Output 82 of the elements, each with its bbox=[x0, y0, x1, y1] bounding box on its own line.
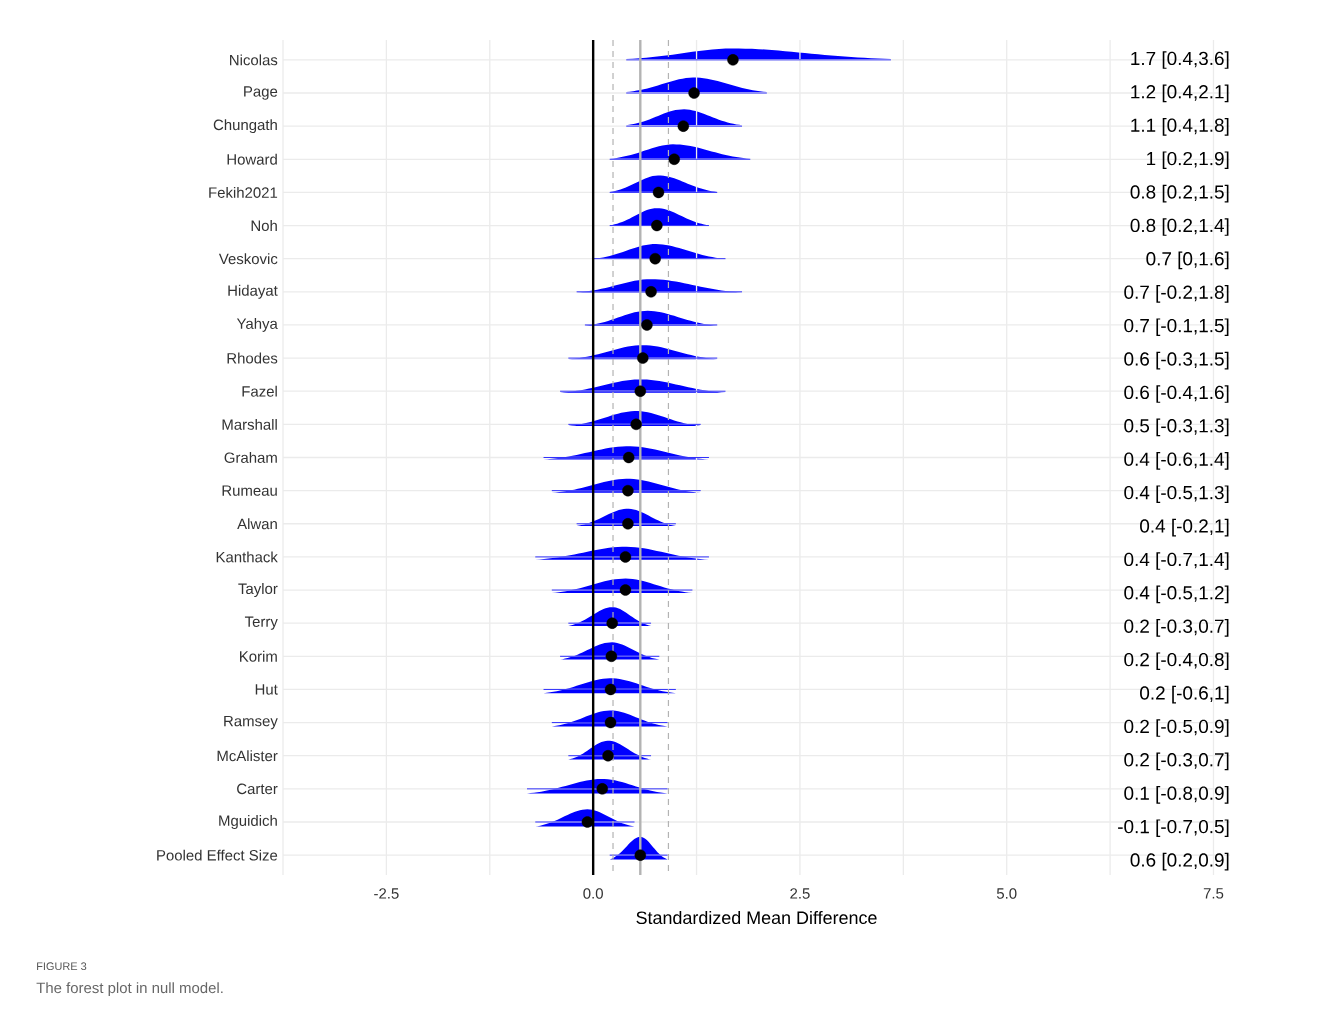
annotation: 0.6 [-0.3,1.5] bbox=[1124, 351, 1229, 370]
point bbox=[652, 186, 665, 199]
annotation: 0.5 [-0.3,1.3] bbox=[1124, 418, 1229, 437]
annotation: 0.2 [-0.5,0.9] bbox=[1124, 719, 1229, 737]
annotation: 1.2 [0.4,2.1] bbox=[1131, 84, 1229, 103]
y-tick-label: Veskovic bbox=[218, 253, 278, 265]
y-tick-label: Fekih2021 bbox=[209, 186, 278, 198]
point bbox=[677, 120, 690, 132]
x-axis-title: Standardized Mean Difference bbox=[636, 910, 877, 925]
y-tick-label: Mguidich bbox=[219, 815, 277, 829]
point bbox=[604, 683, 617, 696]
y-tick-label: Fazel bbox=[242, 385, 277, 397]
y-tick-label: Hidayat bbox=[228, 284, 278, 299]
annotation: 0.6 [-0.4,1.6] bbox=[1124, 385, 1229, 403]
point bbox=[630, 418, 642, 431]
annotation: 0.6 [0.2,0.9] bbox=[1130, 852, 1229, 871]
annotation: 0.8 [0.2,1.5] bbox=[1130, 184, 1229, 203]
x-tick-label: -2.5 bbox=[374, 888, 399, 899]
point bbox=[619, 584, 632, 596]
x-tick-label: 7.5 bbox=[1203, 888, 1224, 899]
x-tick-label: 0.0 bbox=[583, 888, 603, 899]
annotation: 1.1 [0.4,1.8] bbox=[1131, 118, 1229, 136]
annotation: 0.2 [-0.6,1] bbox=[1140, 685, 1229, 704]
annotation: 0.8 [0.2,1.4] bbox=[1130, 218, 1229, 236]
annotation: -0.1 [-0.7,0.5] bbox=[1118, 819, 1229, 838]
point bbox=[727, 54, 739, 66]
y-tick-label: Carter bbox=[237, 783, 278, 795]
y-tick-label: Marshall bbox=[222, 418, 277, 430]
y-tick-label: Howard bbox=[227, 153, 277, 165]
point bbox=[622, 518, 634, 530]
point bbox=[622, 484, 634, 497]
y-tick-label: Chungath bbox=[213, 119, 277, 134]
y-tick-label: Rumeau bbox=[222, 485, 277, 496]
annotation: 0.2 [-0.3,0.7] bbox=[1124, 619, 1229, 637]
annotation: 0.7 [-0.1,1.5] bbox=[1124, 318, 1229, 337]
annotation: 0.4 [-0.6,1.4] bbox=[1124, 452, 1229, 470]
y-tick-label: Nicolas bbox=[230, 54, 278, 66]
text: The forest plot in null model. bbox=[36, 982, 223, 997]
y-tick-label: Ramsey bbox=[224, 715, 278, 730]
annotation: 0.2 [-0.3,0.7] bbox=[1124, 752, 1229, 771]
y-tick-label: Hut bbox=[255, 684, 278, 695]
annotation: 0.4 [-0.5,1.2] bbox=[1124, 585, 1229, 604]
y-tick-label: Korim bbox=[240, 650, 277, 662]
point bbox=[623, 451, 635, 464]
annotation: 0.4 [-0.7,1.4] bbox=[1124, 552, 1229, 570]
x-tick-label: 2.5 bbox=[790, 888, 810, 899]
point bbox=[619, 551, 632, 563]
annotation: 0.7 [0,1.6] bbox=[1146, 251, 1229, 270]
point bbox=[651, 219, 663, 232]
y-tick-label: Alwan bbox=[237, 518, 277, 530]
x-tick-label: 5.0 bbox=[996, 888, 1017, 899]
point bbox=[634, 849, 647, 861]
annotation: 0.1 [-0.8,0.9] bbox=[1124, 786, 1229, 804]
y-tick-label: Kanthack bbox=[216, 551, 278, 563]
point bbox=[637, 352, 649, 364]
y-tick-label: Terry bbox=[244, 616, 278, 630]
point bbox=[634, 385, 647, 397]
annotation: 1.7 [0.4,3.6] bbox=[1131, 51, 1229, 69]
point bbox=[605, 650, 618, 663]
point bbox=[596, 783, 608, 795]
annotation: 0.2 [-0.4,0.8] bbox=[1124, 652, 1229, 671]
annotation: 1 [0.2,1.9] bbox=[1147, 151, 1229, 170]
y-tick-label: Graham bbox=[224, 452, 277, 463]
point bbox=[641, 319, 653, 331]
annotation: 0.7 [-0.2,1.8] bbox=[1124, 285, 1229, 303]
point bbox=[645, 286, 657, 298]
point bbox=[649, 252, 661, 265]
annotation: 0.4 [-0.2,1] bbox=[1140, 518, 1229, 537]
y-tick-label: Yahya bbox=[236, 317, 278, 332]
point bbox=[602, 750, 614, 762]
y-tick-label: Pooled Effect Size bbox=[157, 849, 278, 861]
y-tick-label: Taylor bbox=[238, 583, 278, 597]
point bbox=[606, 617, 618, 629]
y-tick-label: Noh bbox=[251, 220, 277, 232]
annotation: 0.4 [-0.5,1.3] bbox=[1124, 485, 1229, 504]
y-tick-label: Rhodes bbox=[227, 352, 278, 364]
y-tick-label: Page bbox=[244, 86, 278, 100]
point bbox=[688, 87, 700, 99]
caption: FIGURE 3 bbox=[37, 962, 87, 971]
y-tick-label: McAlister bbox=[217, 750, 278, 762]
point bbox=[604, 716, 617, 729]
point bbox=[668, 153, 680, 165]
